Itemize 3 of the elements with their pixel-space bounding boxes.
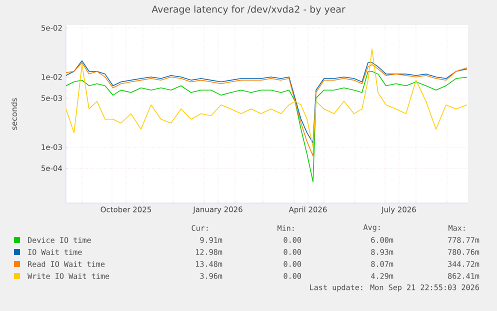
line-series bbox=[66, 71, 468, 182]
line-series bbox=[66, 48, 468, 148]
chart-title: Average latency for /dev/xvda2 - by year bbox=[152, 5, 346, 15]
